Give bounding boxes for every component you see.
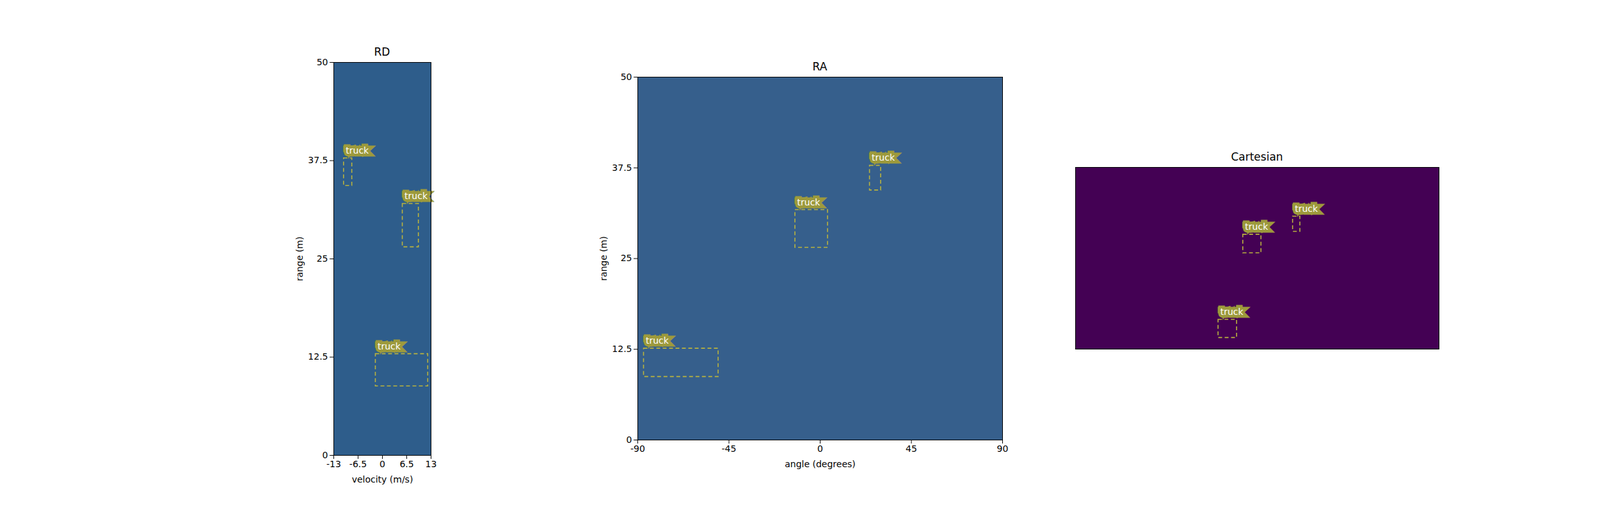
html-text:Cartesian: Cartesian bbox=[1230, 150, 1283, 164]
svg-text:truck: truck bbox=[404, 190, 429, 201]
svg-text:-13: -13 bbox=[326, 458, 342, 470]
svg-text:truck: truck bbox=[1244, 221, 1269, 232]
svg-text:37.5: 37.5 bbox=[307, 154, 328, 166]
svg-text:25: 25 bbox=[316, 253, 329, 264]
html-text:RD: RD bbox=[374, 45, 391, 59]
svg-text:range (m): range (m) bbox=[598, 236, 609, 281]
svg-text:velocity (m/s): velocity (m/s) bbox=[352, 474, 414, 485]
svg-text:truck: truck bbox=[1294, 203, 1319, 214]
svg-text:truck: truck bbox=[871, 152, 896, 163]
svg-text:0: 0 bbox=[379, 458, 386, 470]
svg-text:0: 0 bbox=[817, 443, 824, 454]
svg-text:truck: truck bbox=[1220, 306, 1245, 317]
svg-text:50: 50 bbox=[316, 56, 329, 68]
svg-text:-90: -90 bbox=[630, 443, 646, 454]
svg-text:12.5: 12.5 bbox=[611, 343, 632, 354]
html-text:RA: RA bbox=[812, 60, 828, 73]
svg-text:-45: -45 bbox=[721, 443, 737, 454]
svg-text:angle (degrees): angle (degrees) bbox=[784, 458, 856, 470]
svg-text:-6.5: -6.5 bbox=[349, 458, 367, 470]
svg-text:37.5: 37.5 bbox=[611, 162, 632, 173]
svg-text:0: 0 bbox=[322, 449, 328, 461]
svg-text:6.5: 6.5 bbox=[399, 458, 414, 470]
svg-text:truck: truck bbox=[377, 341, 402, 352]
svg-text:90: 90 bbox=[997, 443, 1009, 454]
svg-text:13: 13 bbox=[425, 458, 438, 470]
svg-text:range (m): range (m) bbox=[294, 236, 305, 282]
svg-text:truck: truck bbox=[645, 335, 670, 346]
svg-text:50: 50 bbox=[620, 71, 633, 82]
svg-text:0: 0 bbox=[626, 434, 632, 445]
svg-text:25: 25 bbox=[620, 252, 633, 264]
svg-text:45: 45 bbox=[905, 443, 918, 454]
svg-text:12.5: 12.5 bbox=[307, 351, 328, 362]
svg-text:truck: truck bbox=[797, 197, 822, 208]
svg-text:truck: truck bbox=[345, 145, 370, 156]
